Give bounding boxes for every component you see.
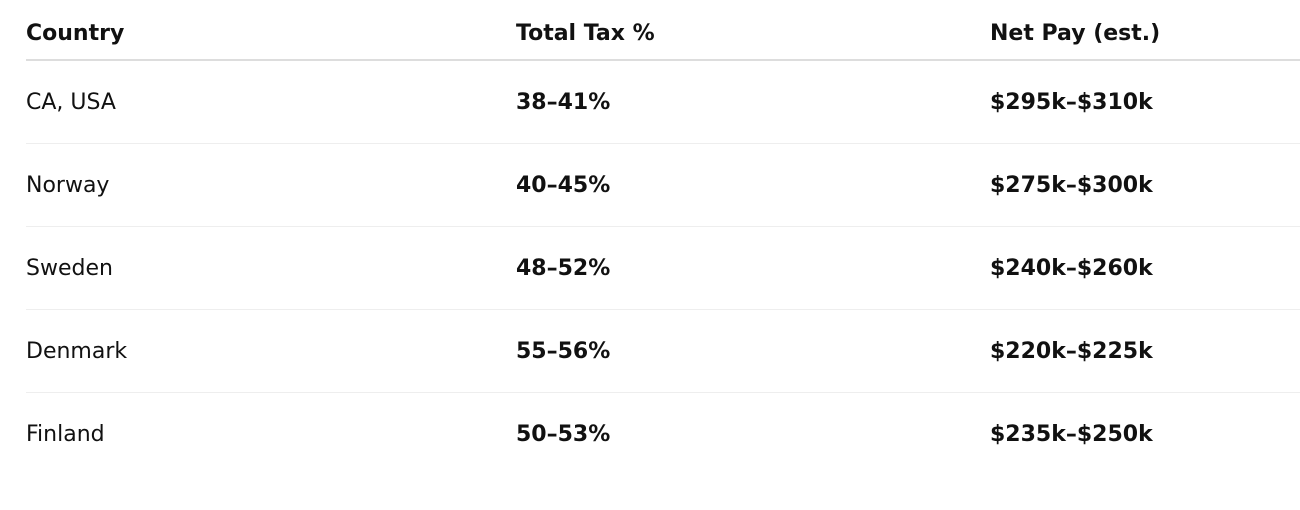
table-row: Sweden 48–52% $240k–$260k	[26, 226, 1300, 310]
table-cell: $240k–$260k	[990, 226, 1300, 310]
table-cell: Norway	[26, 143, 516, 227]
table-cell: 38–41%	[516, 60, 990, 144]
table-cell: $235k–$250k	[990, 421, 1153, 447]
table-cell: $220k–$225k	[990, 309, 1300, 393]
column-header: Net Pay (est.)	[990, 8, 1300, 61]
table-cell: 40–45%	[516, 143, 990, 227]
table-cell: $295k–$310k	[990, 60, 1300, 144]
table-cell: Finland	[26, 421, 105, 447]
table-cell: 50–53%	[516, 421, 611, 447]
table-cell: 48–52%	[516, 226, 990, 310]
table-cell: CA, USA	[26, 60, 516, 144]
table-row: Finland 50–53% $235k–$250k	[26, 393, 1300, 476]
column-header: Total Tax %	[516, 8, 990, 61]
table-row: Denmark 55–56% $220k–$225k	[26, 309, 1300, 393]
column-header: Country	[26, 8, 516, 61]
table-cell: $275k–$300k	[990, 143, 1300, 227]
table-cell: Sweden	[26, 226, 516, 310]
tax-table: Country Total Tax % Net Pay (est.) CA, USA…	[26, 8, 1300, 475]
table-row: CA, USA 38–41% $295k–$310k	[26, 60, 1300, 144]
header-row: Country Total Tax % Net Pay (est.)	[26, 8, 1300, 61]
table-cell: 55–56%	[516, 309, 990, 393]
table-row: Norway 40–45% $275k–$300k	[26, 143, 1300, 227]
table-cell: Denmark	[26, 309, 516, 393]
